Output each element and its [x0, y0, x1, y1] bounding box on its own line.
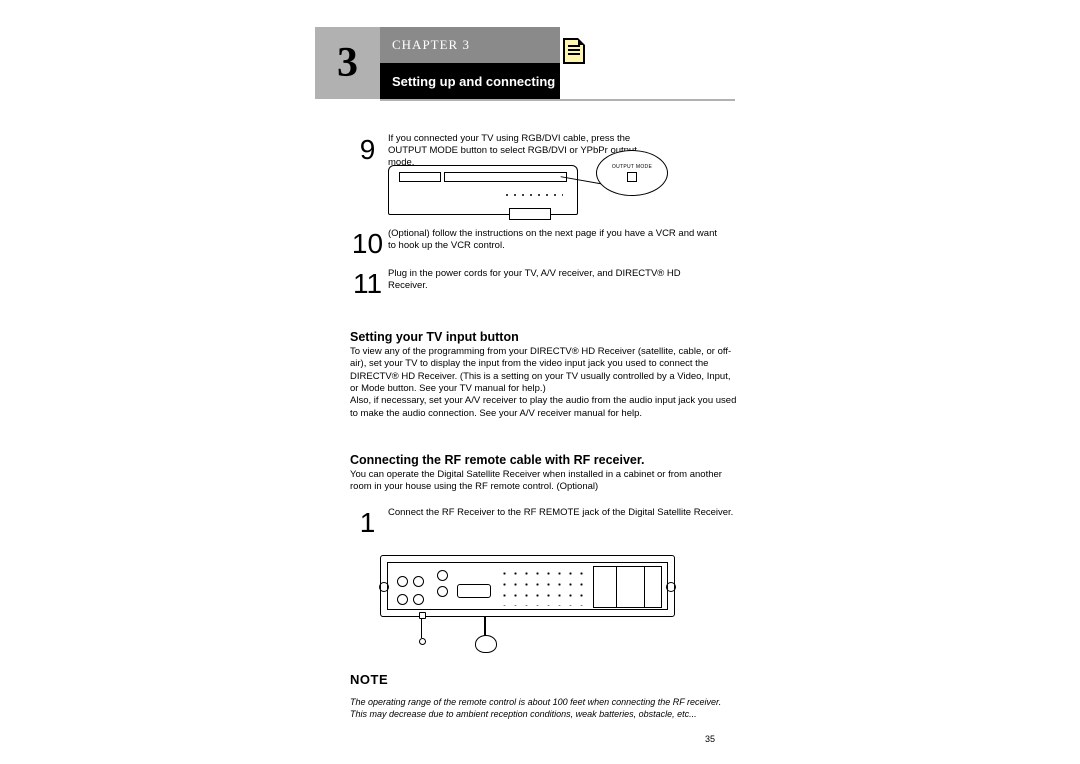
- step-number-9: 9: [350, 136, 385, 164]
- heading-rf-remote: Connecting the RF remote cable with RF r…: [350, 453, 645, 467]
- step-number-10: 10: [350, 230, 385, 258]
- device-card-slot: [509, 208, 551, 220]
- note-body: The operating range of the remote contro…: [350, 696, 750, 720]
- chapter-number-box: 3: [315, 27, 380, 99]
- chapter-subtitle: Setting up and connecting: [380, 63, 560, 99]
- jack-5: [437, 570, 448, 581]
- heading-tv-input: Setting your TV input button: [350, 330, 519, 344]
- device-front-illustration: [388, 165, 578, 215]
- jack-6: [437, 586, 448, 597]
- callout-circle: OUTPUT MODE: [596, 150, 668, 196]
- para-rf-remote: You can operate the Digital Satellite Re…: [350, 469, 740, 494]
- step-number-11: 11: [350, 270, 385, 298]
- screw-left: [379, 582, 389, 592]
- rf-cable-line: [421, 616, 422, 638]
- label-panel-2: [616, 566, 662, 608]
- para-tv-input: To view any of the programming from your…: [350, 346, 740, 420]
- output-mode-button-icon: [627, 172, 637, 182]
- manual-page: { "chapter": {"number":"3","label":"CHAP…: [0, 0, 1080, 764]
- device-front-buttons: [503, 192, 563, 198]
- step-number-1: 1: [350, 509, 385, 537]
- av-jack-grid: [499, 568, 589, 606]
- step-10-text: (Optional) follow the instructions on th…: [388, 228, 718, 252]
- callout-bubble: OUTPUT MODE: [560, 140, 670, 202]
- step-1-text: Connect the RF Receiver to the RF REMOTE…: [388, 507, 738, 519]
- chapter-number: 3: [337, 39, 358, 87]
- jack-3: [397, 594, 408, 605]
- chapter-header-blank: [560, 63, 735, 99]
- chapter-rule: [380, 99, 735, 101]
- sticky-note-icon: [563, 38, 585, 64]
- jack-1: [397, 576, 408, 587]
- note-heading: NOTE: [350, 672, 388, 687]
- jack-4: [413, 594, 424, 605]
- rf-receiver-plug: [484, 617, 486, 637]
- device-back-illustration: [380, 555, 675, 617]
- chapter-label: CHAPTER 3: [380, 27, 560, 63]
- jack-2: [413, 576, 424, 587]
- step-11-text: Plug in the power cords for your TV, A/V…: [388, 268, 718, 292]
- page-number: 35: [705, 734, 715, 744]
- vga-port: [457, 584, 491, 598]
- chapter-header: 3 CHAPTER 3 Setting up and connecting: [315, 27, 735, 99]
- screw-right: [666, 582, 676, 592]
- callout-label: OUTPUT MODE: [612, 164, 652, 170]
